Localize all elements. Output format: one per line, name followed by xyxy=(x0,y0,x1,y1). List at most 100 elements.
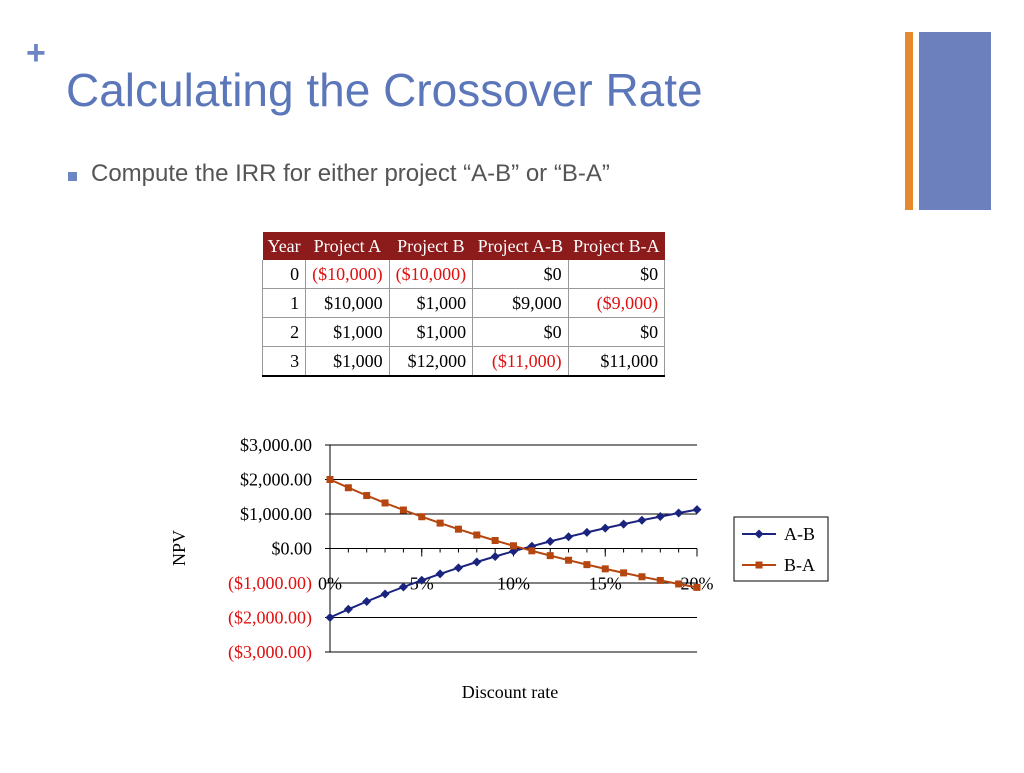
table-cell: $10,000 xyxy=(305,288,390,318)
data-point-a-b xyxy=(637,515,647,525)
data-point-a-b xyxy=(398,582,408,592)
data-point-a-b xyxy=(417,575,427,585)
series-line-b-a xyxy=(329,478,698,589)
data-point-b-a xyxy=(344,484,352,492)
data-point-b-a xyxy=(583,561,591,569)
accent-bar-orange xyxy=(905,32,913,210)
data-point-b-a xyxy=(326,476,334,483)
plus-icon: + xyxy=(26,34,46,72)
data-point-b-a xyxy=(528,547,536,555)
data-point-a-b xyxy=(490,552,500,562)
table-cell: ($10,000) xyxy=(389,260,474,289)
header-project-b: Project B xyxy=(389,232,473,260)
table-row: 2 $1,000 $1,000 $0 $0 xyxy=(261,317,666,347)
y-tick-label: $0.00 xyxy=(272,539,313,559)
table-cell: ($10,000) xyxy=(305,260,390,289)
data-point-b-a xyxy=(454,525,462,533)
table-cell: $1,000 xyxy=(389,317,474,347)
table-cell: $0 xyxy=(568,260,666,289)
legend-label: A-B xyxy=(784,524,815,544)
table-row: 0 ($10,000) ($10,000) $0 $0 xyxy=(261,260,666,289)
legend-marker xyxy=(754,529,764,539)
bullet-item: Compute the IRR for either project “A-B”… xyxy=(68,160,610,188)
table-cell: 1 xyxy=(261,288,307,318)
header-year: Year xyxy=(262,232,306,260)
data-point-b-a xyxy=(363,492,371,500)
x-tick-label: 0% xyxy=(318,574,342,594)
y-tick-label: $2,000.00 xyxy=(240,470,312,490)
data-point-b-a xyxy=(675,580,683,588)
data-point-b-a xyxy=(638,573,646,581)
legend-marker xyxy=(755,561,763,569)
header-project-b-a: Project B-A xyxy=(568,232,665,260)
y-tick-label: $3,000.00 xyxy=(240,435,312,455)
data-point-a-b xyxy=(325,613,335,622)
data-point-b-a xyxy=(436,519,444,527)
x-tick-label: 15% xyxy=(589,574,622,594)
legend-label: B-A xyxy=(784,555,815,575)
bullet-text: Compute the IRR for either project “A-B”… xyxy=(91,160,610,187)
table-cell: $0 xyxy=(472,317,569,347)
data-point-a-b xyxy=(453,563,463,573)
data-point-b-a xyxy=(491,536,499,544)
table-cell: 2 xyxy=(261,317,307,347)
data-point-b-a xyxy=(620,569,628,577)
bullet-icon xyxy=(68,171,77,181)
data-point-a-b xyxy=(692,505,702,515)
data-point-a-b xyxy=(362,596,372,606)
data-point-a-b xyxy=(380,589,390,599)
series-line-a-b xyxy=(329,508,698,619)
accent-bar-blue xyxy=(919,32,991,210)
y-axis-title: NPV xyxy=(169,530,189,566)
table-cell: $1,000 xyxy=(305,317,390,347)
data-point-b-a xyxy=(473,531,481,539)
data-point-b-a xyxy=(546,552,554,560)
chart-legend xyxy=(733,516,829,582)
data-point-b-a xyxy=(565,556,573,564)
table-cell: $11,000 xyxy=(568,346,666,377)
data-point-a-b xyxy=(655,512,665,522)
data-point-a-b xyxy=(564,532,574,542)
table-row: 3 $1,000 $12,000 ($11,000) $11,000 xyxy=(261,346,666,377)
data-point-b-a xyxy=(510,542,517,550)
table-cell: $0 xyxy=(472,260,569,289)
data-point-a-b xyxy=(674,508,684,518)
table-cell: 0 xyxy=(261,260,307,289)
data-point-a-b xyxy=(343,604,353,614)
data-point-a-b xyxy=(619,519,629,529)
y-tick-label: $1,000.00 xyxy=(240,504,312,524)
table-cell: $1,000 xyxy=(305,346,390,377)
table-cell: $0 xyxy=(568,317,666,347)
x-tick-label: 20% xyxy=(681,574,714,594)
y-tick-label: ($3,000.00) xyxy=(228,642,312,663)
data-point-b-a xyxy=(656,576,664,584)
data-point-b-a xyxy=(693,583,701,591)
table-cell: 3 xyxy=(261,346,307,377)
data-point-a-b xyxy=(435,569,445,579)
slide-title: Calculating the Crossover Rate xyxy=(66,64,703,116)
data-point-b-a xyxy=(418,513,426,521)
y-tick-label: ($1,000.00) xyxy=(228,573,312,594)
table-cell: $12,000 xyxy=(389,346,474,377)
cash-flow-table: Year Project A Project B Project A-B Pro… xyxy=(261,232,666,377)
data-point-a-b xyxy=(582,527,592,537)
data-point-a-b xyxy=(472,557,482,567)
table-cell: $1,000 xyxy=(389,288,474,318)
data-point-b-a xyxy=(601,565,609,573)
x-axis-title: Discount rate xyxy=(462,682,558,702)
table-cell: ($9,000) xyxy=(568,288,666,318)
table-cell: ($11,000) xyxy=(472,346,569,377)
data-point-b-a xyxy=(381,499,389,507)
y-tick-label: ($2,000.00) xyxy=(228,608,312,629)
header-project-a: Project A xyxy=(305,232,390,260)
x-tick-label: 10% xyxy=(497,574,530,594)
header-project-a-b: Project A-B xyxy=(472,232,569,260)
table-row: 1 $10,000 $1,000 $9,000 ($9,000) xyxy=(261,288,666,318)
table-header-row: Year Project A Project B Project A-B Pro… xyxy=(262,232,665,260)
data-point-a-b xyxy=(600,523,610,533)
data-point-b-a xyxy=(399,506,407,514)
data-point-a-b xyxy=(545,536,555,546)
table-cell: $9,000 xyxy=(472,288,569,318)
